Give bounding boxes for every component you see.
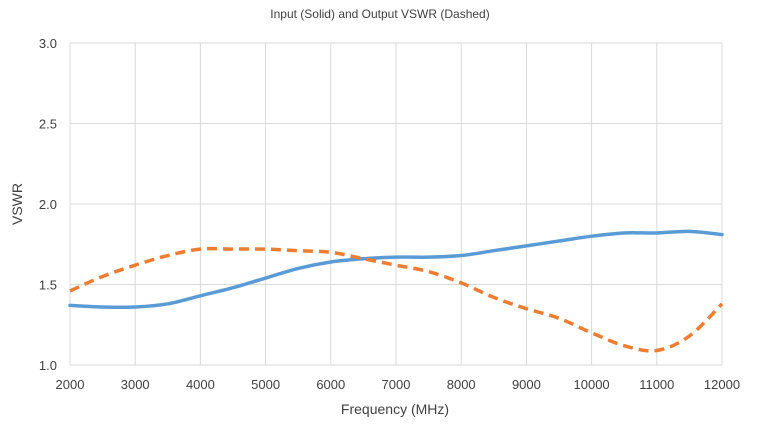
x-tick-label: 11000 [639,377,674,392]
chart-title: Input (Solid) and Output VSWR (Dashed) [270,7,489,21]
x-tick-label: 2000 [56,377,85,392]
y-tick-label: 2.0 [39,197,57,212]
y-tick-label: 2.5 [39,117,57,132]
y-axis-label: VSWR [9,183,25,225]
x-tick-label: 12000 [704,377,740,392]
x-tick-label: 9000 [512,377,541,392]
x-tick-label: 5000 [251,377,280,392]
y-tick-labels: 1.0 1.5 2.0 2.5 3.0 [39,36,57,373]
series-layer [68,229,724,353]
output-vswr-line [69,246,724,353]
input-vswr-line [68,229,724,310]
x-tick-label: 10000 [574,377,610,392]
y-tick-label: 3.0 [39,36,57,51]
y-tick-label: 1.0 [39,358,57,373]
x-tick-label: 8000 [447,377,476,392]
x-tick-label: 7000 [382,377,411,392]
x-tick-label: 6000 [316,377,345,392]
y-tick-label: 1.5 [39,278,57,293]
x-axis-label: Frequency (MHz) [341,401,449,417]
x-tick-label: 4000 [186,377,215,392]
x-tick-label: 3000 [121,377,150,392]
horizontal-gridlines [70,42,722,366]
x-tick-labels: 2000 3000 4000 5000 6000 7000 8000 9000 10000 110… [56,377,741,392]
